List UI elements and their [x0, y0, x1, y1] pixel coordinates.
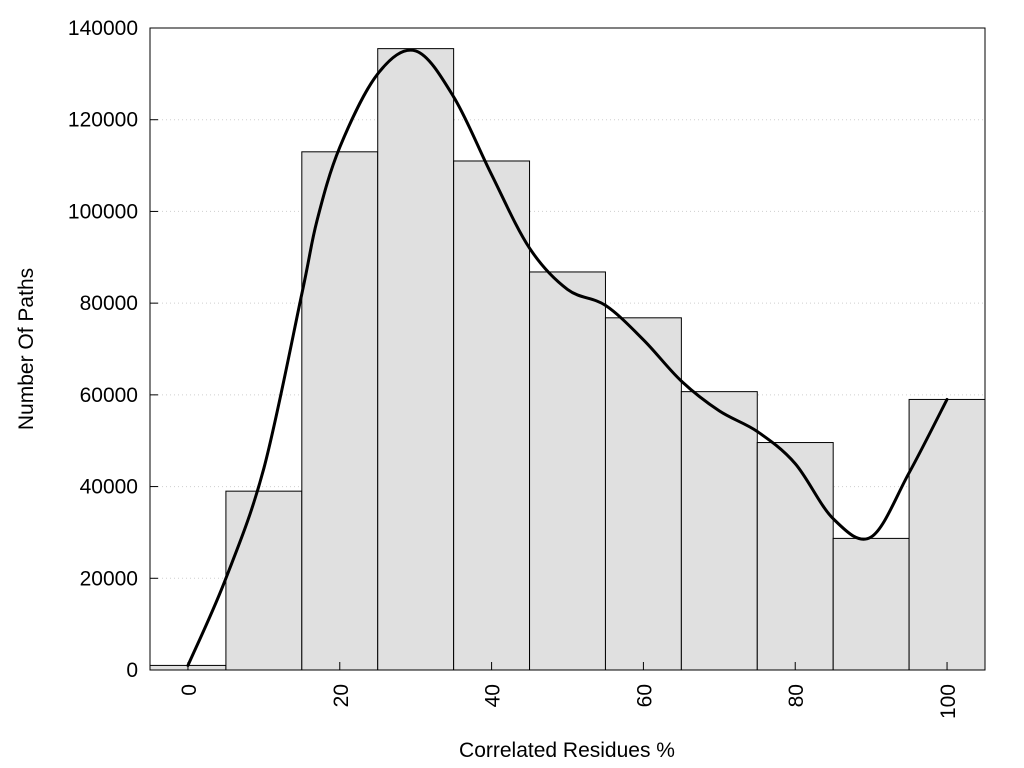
y-tick-label: 20000: [80, 567, 138, 590]
y-tick-label: 40000: [80, 476, 138, 499]
x-axis-ticks: 0 20 40 60 80 100: [178, 662, 960, 719]
histogram-bar: [908, 398, 986, 671]
x-tick-label: 0: [178, 684, 201, 696]
y-tick-label: 120000: [68, 109, 138, 132]
histogram-bar: [680, 391, 758, 671]
y-axis-label: Number Of Paths: [15, 268, 38, 430]
bars: [149, 48, 986, 671]
x-tick-label: 100: [937, 684, 960, 719]
density-curve-line: [186, 48, 949, 667]
histogram-bar: [225, 490, 303, 671]
histogram-bar: [377, 48, 455, 671]
histogram-bar: [301, 151, 379, 671]
x-axis-label: Correlated Residues %: [459, 739, 675, 762]
y-tick-label: 100000: [68, 200, 138, 223]
y-axis-ticks: 0 20000 40000 60000 80000 100000 120000 140000: [68, 17, 158, 682]
y-tick-label: 60000: [80, 384, 138, 407]
x-tick-label: 40: [482, 684, 505, 707]
x-tick-label: 20: [330, 684, 353, 707]
x-tick-label: 80: [785, 684, 808, 707]
density-curve: [186, 48, 949, 667]
histogram-bar: [832, 537, 910, 671]
plot-frame: [149, 27, 986, 671]
histogram-bar: [529, 271, 606, 671]
y-tick-label: 140000: [68, 17, 138, 40]
histogram-bar: [453, 160, 531, 671]
histogram-bar: [756, 442, 834, 671]
x-tick-label: 60: [633, 684, 656, 707]
y-tick-label: 80000: [80, 292, 138, 315]
y-tick-label: 0: [126, 659, 138, 682]
